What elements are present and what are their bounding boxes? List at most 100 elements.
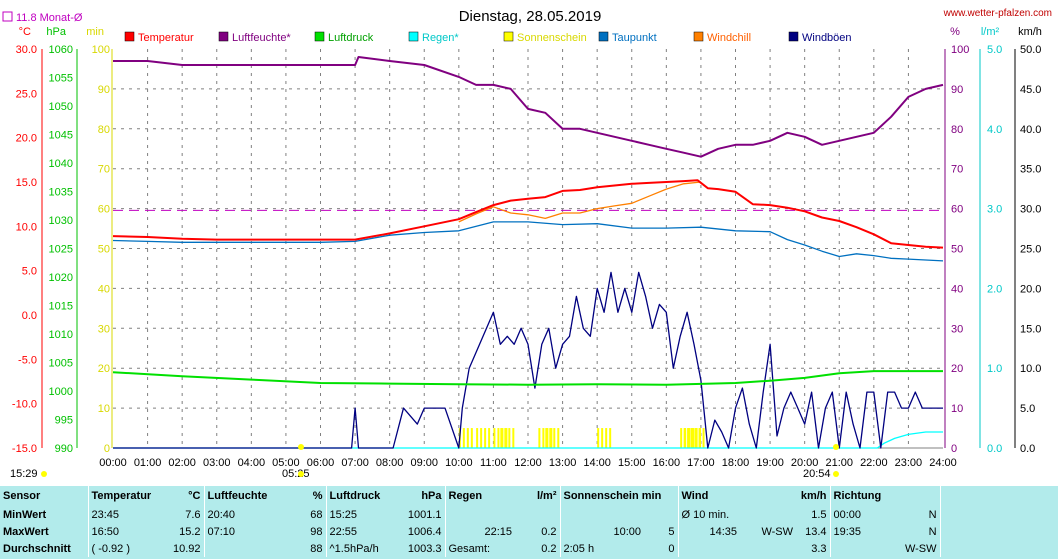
- pressure-series: [112, 370, 943, 386]
- stats-wind-time: [677, 540, 741, 557]
- stats-row-max: MaxWert 16:50 15.2 07:10 98 22:55 1006.4…: [0, 523, 1058, 540]
- sun-axis-tick: 60: [98, 204, 110, 216]
- stats-pressure-value: 1006.4: [407, 525, 442, 538]
- wind-axis-tick: 25.0: [1020, 244, 1041, 256]
- x-axis-tick: 03:00: [203, 457, 231, 469]
- legend-swatch-icon: [408, 31, 419, 42]
- x-axis-tick: 22:00: [860, 457, 888, 469]
- legend-item: Temperatur: [124, 31, 194, 44]
- temp-axis-tick: -5.0: [18, 354, 37, 366]
- x-axis-tick: 20:00: [791, 457, 819, 469]
- windchill-series: [458, 181, 701, 223]
- stats-direction-time: [829, 540, 901, 557]
- sunshine-bar: [601, 428, 604, 448]
- humidity-axis-tick: 50: [951, 244, 963, 256]
- sunshine-bar: [550, 428, 553, 448]
- wind-axis-tick: 20.0: [1020, 283, 1041, 295]
- stats-header-wind-unit: km/h: [800, 490, 827, 502]
- stats-header-humidity-unit: %: [312, 490, 323, 502]
- stats-header-pressure-unit: hPa: [421, 490, 442, 502]
- sunshine-bar: [609, 428, 612, 448]
- temp-axis-tick: 20.0: [16, 133, 37, 145]
- x-axis-tick: 05:00: [272, 457, 300, 469]
- humidity-series: [113, 56, 944, 158]
- stats-pressure-time: 15:25: [325, 506, 401, 523]
- sun-axis-unit: min: [86, 26, 104, 38]
- stats-pressure-value: 1003.3: [407, 542, 442, 555]
- x-axis-tick: 11:00: [480, 457, 507, 469]
- legend-swatch-icon: [788, 31, 799, 42]
- stats-spacer: [939, 540, 1058, 557]
- sunshine-bar: [538, 428, 541, 448]
- sunset-icon: [833, 444, 839, 450]
- stats-direction-time: 00:00: [829, 506, 901, 523]
- stats-rain-total-label: Gesamt:: [444, 540, 515, 557]
- stats-spacer: [939, 523, 1058, 540]
- pressure-axis-tick: 1015: [49, 301, 73, 313]
- temperature-series: [112, 179, 944, 249]
- sunshine-bar: [545, 428, 548, 448]
- stats-table: Sensor Temperatur °C Luftfeuchte % Luftd…: [0, 486, 1058, 557]
- gust-series: [113, 271, 943, 449]
- stats-humidity-time: 07:10: [203, 523, 286, 540]
- stats-header-rain-unit: l/m²: [536, 490, 557, 502]
- x-axis-tick: 06:00: [307, 457, 335, 469]
- legend-swatch-icon: [503, 31, 514, 42]
- stats-spacer: [939, 506, 1058, 523]
- sun-axis-tick: 10: [98, 403, 110, 415]
- legend-item: Taupunkt: [598, 31, 657, 44]
- stats-rain-value: 0.2: [541, 542, 557, 555]
- humidity-axis-tick: 10: [951, 403, 963, 415]
- rain-axis-tick: 2.0: [987, 283, 1002, 295]
- stats-humidity-value: 98: [310, 525, 323, 538]
- humidity-axis-tick: 0: [951, 443, 957, 455]
- sunshine-bar: [546, 428, 549, 448]
- rain-axis-tick: 5.0: [987, 44, 1002, 56]
- legend-swatch-icon: [598, 31, 609, 42]
- legend-swatch-icon: [314, 31, 325, 42]
- stats-humidity-value: 68: [310, 508, 323, 521]
- sunrise-icon: [298, 444, 304, 450]
- humidity-axis-tick: 70: [951, 164, 963, 176]
- stats-spacer: [939, 486, 1058, 506]
- sun-axis-tick: 70: [98, 164, 110, 176]
- dewpoint-series: [112, 221, 944, 262]
- sunshine-bar: [702, 428, 705, 448]
- sunshine-bar: [512, 428, 515, 448]
- stats-humidity-time: [203, 540, 286, 557]
- sunshine-bar: [557, 428, 560, 448]
- pressure-axis-tick: 1045: [49, 130, 73, 142]
- sunshine-bar: [466, 428, 469, 448]
- stats-wind-value: 3.3: [811, 542, 827, 555]
- stats-pressure-trend: ^1.5hPa/h: [325, 540, 401, 557]
- daylight-duration: 15:29: [10, 468, 38, 480]
- stats-wind-value: 1.5: [811, 508, 827, 521]
- stats-direction-value: N: [928, 525, 937, 538]
- x-axis-tick: 09:00: [410, 457, 438, 469]
- stats-header-direction: Richtung: [829, 486, 941, 506]
- stats-row-min: MinWert 23:45 7.6 20:40 68 15:25 1001.1 …: [0, 506, 1058, 523]
- pressure-axis-tick: 1030: [49, 215, 73, 227]
- x-axis-tick: 16:00: [653, 457, 681, 469]
- stats-direction-value: N: [928, 508, 937, 521]
- sun-axis-tick: 100: [92, 44, 110, 56]
- x-axis-tick: 13:00: [549, 457, 577, 469]
- stats-wind-direction: [740, 506, 796, 523]
- pressure-axis-tick: 1005: [49, 358, 73, 370]
- temp-axis-tick: 10.0: [16, 221, 37, 233]
- stats-header-rain: Regen: [444, 486, 515, 506]
- pressure-axis-tick: 1055: [49, 73, 73, 85]
- humidity-axis-tick: 100: [951, 44, 969, 56]
- legend-label: Sonnenschein: [517, 32, 587, 44]
- x-axis-tick: 19:00: [756, 457, 784, 469]
- stats-rain-time: 22:15: [444, 523, 515, 540]
- sunshine-bar: [549, 428, 552, 448]
- axes-layer: °C hPa min% l/m² km/h 30.0 25.0 20.0 15.0 10.0 5.0…: [12, 26, 1042, 469]
- x-axis-tick: 21:00: [825, 457, 853, 469]
- wind-axis-tick: 35.0: [1020, 164, 1041, 176]
- stats-rain-value: 0.2: [541, 525, 557, 538]
- sunshine-bar: [683, 428, 686, 448]
- stats-temp-trend: ( -0.92 ): [87, 540, 158, 557]
- wind-axis-tick: 40.0: [1020, 124, 1041, 136]
- daylight-sun-icon: [41, 471, 47, 477]
